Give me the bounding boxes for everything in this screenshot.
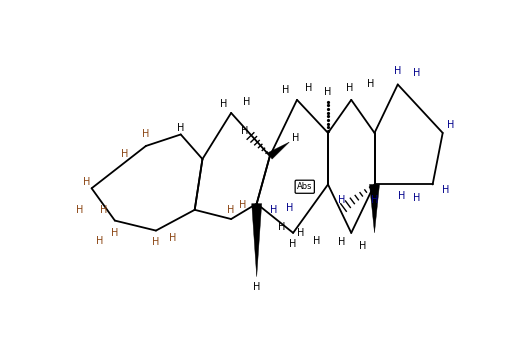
FancyBboxPatch shape bbox=[295, 180, 314, 193]
Text: H: H bbox=[447, 120, 454, 130]
Text: H: H bbox=[239, 200, 247, 210]
Text: H: H bbox=[220, 99, 227, 109]
Text: H: H bbox=[240, 126, 248, 135]
Text: H: H bbox=[338, 237, 346, 247]
Polygon shape bbox=[252, 204, 262, 277]
Text: H: H bbox=[346, 83, 353, 93]
Text: H: H bbox=[292, 133, 299, 143]
Text: H: H bbox=[121, 149, 128, 159]
Text: H: H bbox=[305, 83, 312, 93]
Text: H: H bbox=[338, 195, 346, 205]
Text: H: H bbox=[253, 282, 261, 292]
Text: H: H bbox=[297, 228, 304, 238]
Text: H: H bbox=[398, 191, 405, 201]
Text: H: H bbox=[367, 79, 374, 90]
Text: Abs: Abs bbox=[297, 182, 313, 191]
Text: H: H bbox=[289, 239, 297, 248]
Polygon shape bbox=[268, 142, 289, 159]
Text: H: H bbox=[325, 87, 332, 97]
Text: H: H bbox=[371, 195, 378, 205]
Text: H: H bbox=[394, 66, 401, 76]
Text: H: H bbox=[413, 68, 421, 78]
Text: H: H bbox=[282, 85, 289, 95]
Text: H: H bbox=[442, 185, 449, 195]
Text: H: H bbox=[270, 205, 278, 215]
Text: H: H bbox=[278, 222, 285, 232]
Text: H: H bbox=[100, 205, 107, 215]
Text: H: H bbox=[243, 97, 250, 107]
Text: H: H bbox=[177, 123, 184, 133]
Text: H: H bbox=[152, 237, 159, 247]
Text: H: H bbox=[83, 177, 90, 187]
Text: H: H bbox=[142, 130, 150, 139]
Text: H: H bbox=[111, 228, 119, 238]
Text: H: H bbox=[313, 236, 320, 246]
Text: H: H bbox=[169, 233, 176, 243]
Text: H: H bbox=[359, 241, 366, 251]
Text: H: H bbox=[413, 193, 421, 203]
Polygon shape bbox=[369, 184, 379, 233]
Text: H: H bbox=[228, 205, 235, 215]
Text: H: H bbox=[95, 236, 103, 246]
Text: H: H bbox=[285, 203, 293, 212]
Text: H: H bbox=[76, 205, 84, 215]
